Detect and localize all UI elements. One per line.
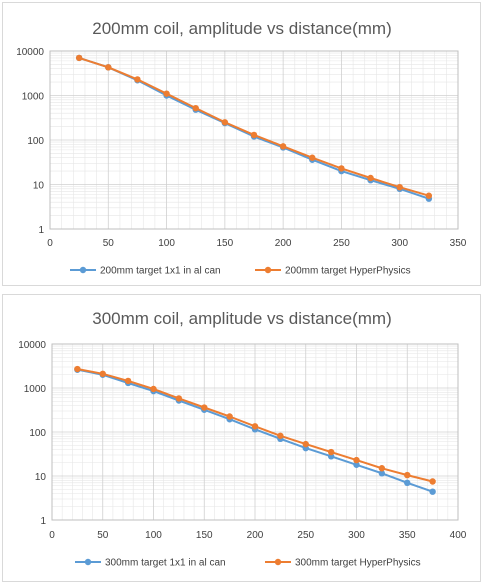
data-point bbox=[221, 119, 229, 126]
x-tick-label: 350 bbox=[450, 238, 467, 249]
data-point bbox=[327, 448, 335, 456]
data-point bbox=[134, 76, 141, 83]
data-point bbox=[302, 440, 309, 448]
y-tick-label: 10000 bbox=[16, 47, 44, 58]
x-tick-label: 150 bbox=[196, 530, 213, 541]
x-tick-label: 100 bbox=[158, 238, 175, 249]
legend-entry: 300mm target 1x1 in al can bbox=[75, 558, 226, 569]
legend-label: 200mm target 1x1 in al can bbox=[100, 266, 221, 277]
data-point bbox=[396, 183, 403, 191]
legend-label: 200mm target HyperPhysics bbox=[285, 266, 411, 277]
y-tick-label: 1 bbox=[38, 225, 44, 236]
x-tick-label: 200 bbox=[275, 238, 292, 249]
data-point bbox=[378, 465, 386, 472]
x-tick-label: 50 bbox=[103, 238, 115, 249]
x-tick-label: 400 bbox=[450, 530, 467, 541]
data-point bbox=[404, 479, 411, 487]
legend-entry: 200mm target 1x1 in al can bbox=[70, 266, 221, 277]
x-tick-label: 150 bbox=[217, 238, 234, 249]
data-point bbox=[429, 478, 436, 485]
data-point bbox=[353, 461, 360, 468]
legend-label: 300mm target HyperPhysics bbox=[295, 558, 421, 569]
x-tick-label: 250 bbox=[297, 530, 314, 541]
legend-marker bbox=[264, 266, 272, 274]
legend-entry: 300mm target HyperPhysics bbox=[265, 558, 421, 569]
x-tick-label: 0 bbox=[47, 238, 53, 249]
data-point bbox=[309, 154, 316, 161]
y-tick-label: 100 bbox=[27, 136, 44, 147]
data-point bbox=[124, 377, 132, 385]
data-point bbox=[353, 456, 360, 464]
data-point bbox=[75, 54, 83, 62]
grid bbox=[49, 50, 459, 230]
y-tick-label: 1000 bbox=[24, 384, 47, 395]
chart-200mm: 200mm coil, amplitude vs distance(mm) 1 10… bbox=[16, 19, 467, 277]
grid bbox=[51, 343, 459, 521]
chart-title: 200mm coil, amplitude vs distance(mm) bbox=[92, 19, 391, 38]
x-tick-label: 250 bbox=[333, 238, 350, 249]
x-tick-label: 200 bbox=[247, 530, 264, 541]
data-point bbox=[74, 365, 81, 373]
x-tick-label: 50 bbox=[97, 530, 109, 541]
y-tick-label: 1 bbox=[40, 516, 46, 527]
x-tick-label: 100 bbox=[145, 530, 162, 541]
y-tick-label: 100 bbox=[29, 428, 46, 439]
data-point bbox=[150, 385, 157, 393]
legend-label: 300mm target 1x1 in al can bbox=[105, 558, 226, 569]
x-tick-label: 350 bbox=[399, 530, 416, 541]
data-point bbox=[99, 370, 106, 378]
plot-area bbox=[49, 50, 459, 230]
data-point bbox=[201, 404, 208, 411]
data-point bbox=[251, 423, 259, 430]
data-point bbox=[226, 413, 233, 420]
x-tick-label: 300 bbox=[391, 238, 408, 249]
chart-300mm: 300mm coil, amplitude vs distance(mm) 1 10… bbox=[18, 309, 467, 569]
data-point bbox=[277, 432, 284, 439]
chart-panel-300mm: 300mm coil, amplitude vs distance(mm) 1 10… bbox=[2, 294, 481, 582]
data-point bbox=[429, 488, 436, 495]
legend-marker bbox=[84, 558, 92, 566]
plot-area bbox=[51, 343, 459, 521]
legend-entry: 200mm target HyperPhysics bbox=[255, 266, 411, 277]
data-point bbox=[175, 395, 183, 402]
y-tick-label: 1000 bbox=[22, 92, 45, 103]
data-point bbox=[367, 174, 374, 182]
series-orange bbox=[75, 54, 433, 199]
data-point bbox=[404, 471, 411, 479]
data-point bbox=[378, 470, 386, 477]
y-tick-label: 10 bbox=[35, 472, 47, 483]
series-orange bbox=[74, 365, 436, 485]
data-point bbox=[105, 64, 112, 71]
y-tick-label: 10 bbox=[33, 181, 45, 192]
chart-title: 300mm coil, amplitude vs distance(mm) bbox=[92, 309, 391, 328]
legend-marker bbox=[274, 558, 282, 566]
chart-panel-200mm: 200mm coil, amplitude vs distance(mm) 1 10… bbox=[2, 2, 481, 286]
data-point bbox=[279, 143, 287, 150]
legend-marker bbox=[79, 266, 87, 274]
data-point bbox=[192, 104, 199, 112]
data-point bbox=[163, 90, 170, 97]
y-tick-label: 10000 bbox=[18, 340, 46, 351]
data-point bbox=[425, 192, 433, 199]
data-point bbox=[338, 165, 345, 172]
x-tick-label: 300 bbox=[348, 530, 365, 541]
x-tick-label: 0 bbox=[49, 530, 55, 541]
data-point bbox=[250, 131, 258, 139]
